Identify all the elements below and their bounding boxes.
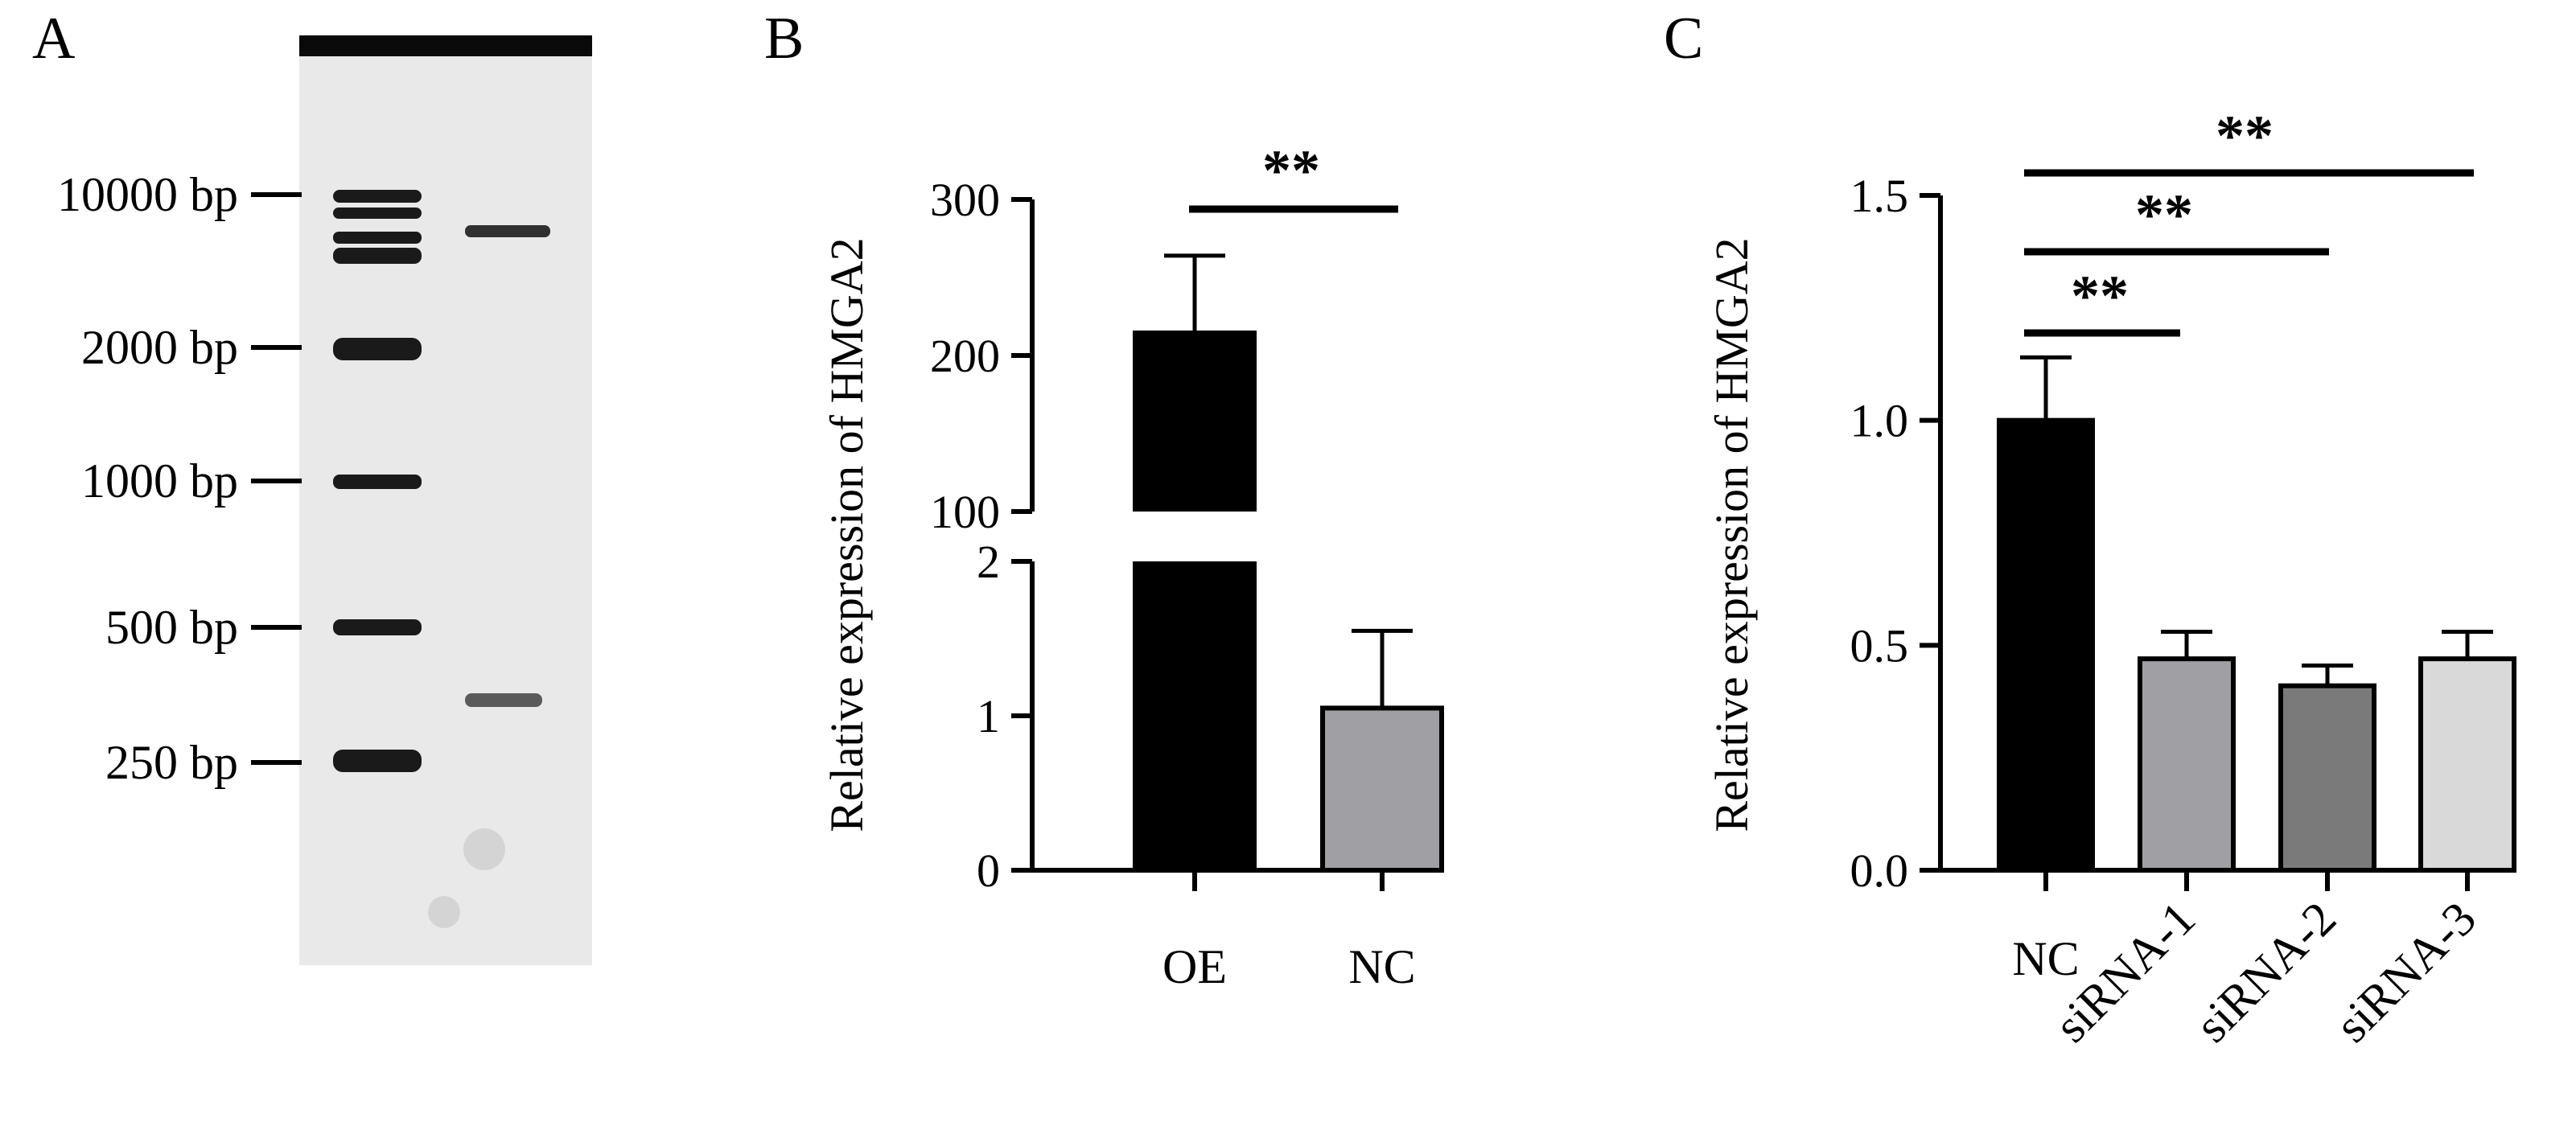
sample-band-upper <box>465 225 550 237</box>
y-tick-label: 100 <box>930 486 1000 538</box>
x-tick-label: siRNA-3 <box>2325 892 2486 1053</box>
ladder-band <box>333 338 422 360</box>
y-tick-label: 0.5 <box>1850 619 1909 672</box>
significance-label: ** <box>2216 104 2274 168</box>
ladder-lane <box>333 190 422 772</box>
panel-label-a: A <box>32 6 75 72</box>
gel-artifact <box>428 896 460 928</box>
y-tick-label: 1.5 <box>1850 170 1909 222</box>
gel-background <box>299 35 592 965</box>
y-tick-label: 300 <box>930 174 1000 226</box>
ladder-band <box>333 248 422 264</box>
ladder-band <box>333 619 422 635</box>
ladder-labels: 10000 bp 2000 bp 1000 bp 500 bp 250 bp <box>57 168 238 789</box>
panel-label-b: B <box>764 6 804 72</box>
gel-artifact <box>463 828 505 870</box>
significance-label: ** <box>1262 138 1320 203</box>
significance-label: ** <box>2135 183 2193 247</box>
x-tick-label: NC <box>2012 932 2079 985</box>
chart-b-ylabel: Relative expression of HMGA2 <box>821 237 873 832</box>
gel-panel: 10000 bp 2000 bp 1000 bp 500 bp 250 bp <box>57 35 592 965</box>
bar <box>1133 561 1257 870</box>
y-tick-label: 2 <box>977 536 1000 588</box>
x-tick-label: siRNA-2 <box>2185 892 2346 1053</box>
y-tick-label: 200 <box>930 330 1000 382</box>
ladder-band <box>333 475 422 489</box>
chart-c: 0.00.51.01.5NCsiRNA-1siRNA-2siRNA-3*****… <box>1850 104 2516 1053</box>
chart-c-ylabel: Relative expression of HMGA2 <box>1706 237 1758 832</box>
bar <box>2418 656 2516 873</box>
ladder-label: 2000 bp <box>81 321 238 374</box>
bar <box>1133 330 1257 512</box>
ladder-label: 10000 bp <box>57 168 238 221</box>
significance-label: ** <box>2071 264 2129 328</box>
ladder-band <box>333 750 422 772</box>
ladder-label: 250 bp <box>105 736 238 789</box>
x-tick-label: OE <box>1162 940 1227 993</box>
sample-band-lower <box>465 693 542 707</box>
x-tick-label: NC <box>1348 940 1415 993</box>
bar <box>1997 417 2095 873</box>
ladder-marker-lines <box>251 192 302 765</box>
ladder-label: 1000 bp <box>81 454 238 508</box>
y-tick-label: 1.0 <box>1850 395 1909 447</box>
ladder-band <box>333 232 422 244</box>
ladder-label: 500 bp <box>105 601 238 654</box>
ladder-band <box>333 190 422 203</box>
bar <box>2138 656 2236 873</box>
ladder-band <box>333 208 422 219</box>
y-tick-label: 1 <box>977 690 1000 742</box>
y-tick-label: 0 <box>977 844 1000 897</box>
bar <box>2278 683 2376 873</box>
bar <box>1320 705 1444 873</box>
gel-top-bar <box>299 35 592 56</box>
panel-label-c: C <box>1664 6 1703 72</box>
y-tick-label: 0.0 <box>1850 844 1909 897</box>
